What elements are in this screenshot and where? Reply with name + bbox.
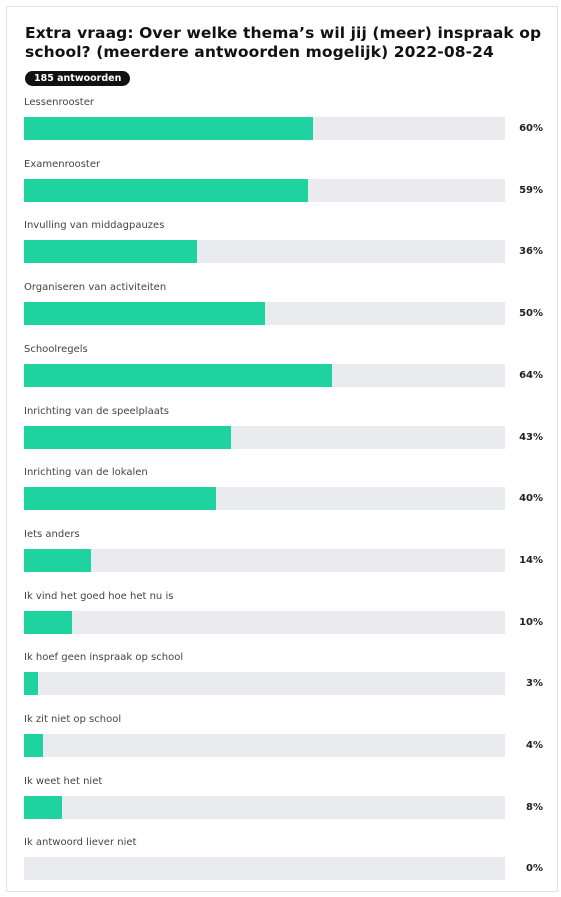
bar-fill: [24, 302, 265, 325]
bar-track: [24, 611, 505, 634]
bar-track: [24, 179, 505, 202]
result-row: Schoolregels 64%: [0, 343, 561, 403]
bar-fill: [24, 117, 313, 140]
bar-fill: [24, 796, 63, 819]
bar-track: [24, 117, 505, 140]
answer-label: Organiseren van activiteiten: [24, 282, 167, 293]
bar-fill: [24, 549, 92, 572]
answer-label: Inrichting van de speelplaats: [24, 406, 169, 417]
bar-fill: [24, 611, 73, 634]
result-row: Invulling van middagpauzes 36%: [0, 219, 561, 279]
bar-fill: [24, 426, 231, 449]
answer-label: Ik vind het goed hoe het nu is: [24, 591, 174, 602]
percentage-label: 0%: [526, 863, 543, 874]
percentage-label: 3%: [526, 678, 543, 689]
poll-question-title: Extra vraag: Over welke thema’s wil jij …: [25, 24, 542, 61]
bar-fill: [24, 487, 217, 510]
answer-label: Schoolregels: [24, 344, 88, 355]
percentage-label: 60%: [519, 123, 543, 134]
answer-label: Ik hoef geen inspraak op school: [24, 652, 184, 663]
bar-track: [24, 857, 505, 880]
response-count-badge: 185 antwoorden: [25, 71, 131, 86]
percentage-label: 50%: [519, 308, 543, 319]
answer-label: Ik zit niet op school: [24, 714, 122, 725]
percentage-label: 10%: [519, 617, 543, 628]
bar-track: [24, 672, 505, 695]
answer-label: Invulling van middagpauzes: [24, 220, 165, 231]
result-row: Inrichting van de lokalen 40%: [0, 466, 561, 526]
result-row: Iets anders 14%: [0, 528, 561, 588]
result-row: Lessenrooster 60%: [0, 96, 561, 156]
result-row: Ik zit niet op school 4%: [0, 713, 561, 773]
percentage-label: 4%: [526, 740, 543, 751]
bar-track: [24, 549, 505, 572]
answer-label: Iets anders: [24, 529, 80, 540]
percentage-label: 64%: [519, 370, 543, 381]
answer-label: Ik antwoord liever niet: [24, 837, 137, 848]
result-row: Ik weet het niet 8%: [0, 775, 561, 835]
bar-fill: [24, 240, 198, 263]
percentage-label: 43%: [519, 432, 543, 443]
percentage-label: 14%: [519, 555, 543, 566]
answer-label: Inrichting van de lokalen: [24, 467, 148, 478]
percentage-label: 40%: [519, 493, 543, 504]
bar-track: [24, 364, 505, 387]
result-row: Ik antwoord liever niet 0%: [0, 836, 561, 896]
percentage-label: 36%: [519, 246, 543, 257]
result-row: Inrichting van de speelplaats 43%: [0, 405, 561, 465]
bar-track: [24, 240, 505, 263]
answer-label: Ik weet het niet: [24, 776, 103, 787]
bar-track: [24, 487, 505, 510]
bar-fill: [24, 672, 39, 695]
result-row: Examenrooster 59%: [0, 158, 561, 218]
percentage-label: 59%: [519, 185, 543, 196]
bar-track: [24, 796, 505, 819]
bar-fill: [24, 734, 44, 757]
result-row: Organiseren van activiteiten 50%: [0, 281, 561, 341]
bar-track: [24, 426, 505, 449]
bar-fill: [24, 179, 308, 202]
result-row: Ik vind het goed hoe het nu is 10%: [0, 590, 561, 650]
bar-track: [24, 302, 505, 325]
result-row: Ik hoef geen inspraak op school 3%: [0, 651, 561, 711]
bar-fill: [24, 364, 332, 387]
bar-track: [24, 734, 505, 757]
answer-label: Lessenrooster: [24, 97, 94, 108]
percentage-label: 8%: [526, 802, 543, 813]
answer-label: Examenrooster: [24, 159, 101, 170]
